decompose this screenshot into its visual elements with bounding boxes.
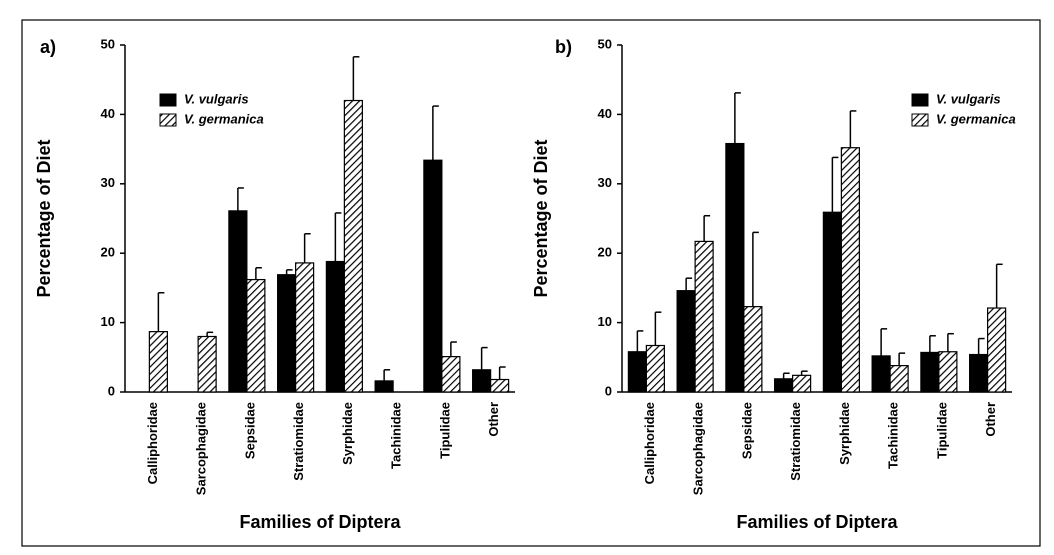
- legend-swatch: [159, 93, 177, 107]
- y-tick-label: 10: [101, 314, 115, 329]
- x-tick-label: Tachinidae: [886, 402, 901, 469]
- bar: [343, 99, 363, 393]
- y-tick-label: 40: [101, 106, 115, 121]
- bar: [472, 369, 492, 393]
- bar: [889, 365, 909, 393]
- bar: [374, 380, 394, 393]
- x-tick-label: Calliphoridae: [145, 402, 160, 484]
- bar: [792, 374, 812, 393]
- x-tick-label: Tachinidae: [389, 402, 404, 469]
- bar: [822, 211, 842, 393]
- x-tick-label: Other: [983, 402, 998, 437]
- y-tick-label: 10: [598, 314, 612, 329]
- bar: [969, 353, 989, 393]
- legend-label: V. germanica: [936, 111, 1016, 126]
- legend-swatch: [159, 113, 177, 127]
- x-tick-label: Tipulidae: [934, 402, 949, 459]
- bar: [148, 331, 168, 393]
- bar: [325, 260, 345, 393]
- bar: [277, 274, 297, 393]
- panel-label: a): [40, 37, 56, 57]
- bar: [871, 355, 891, 393]
- bar: [246, 278, 266, 393]
- x-tick-label: Other: [486, 402, 501, 437]
- x-tick-label: Syrphidae: [340, 402, 355, 465]
- bar: [490, 378, 510, 393]
- x-tick-label: Tipulidae: [437, 402, 452, 459]
- x-tick-label: Sepsidae: [242, 402, 257, 459]
- bar: [694, 240, 714, 393]
- legend-swatch: [911, 93, 929, 107]
- bar: [441, 356, 461, 393]
- x-tick-label: Sarcophagidae: [194, 402, 209, 495]
- x-tick-label: Syrphidae: [837, 402, 852, 465]
- x-tick-label: Stratiomidae: [788, 402, 803, 481]
- y-tick-label: 20: [101, 245, 115, 260]
- y-tick-label: 0: [108, 383, 115, 398]
- bar: [627, 351, 647, 393]
- y-tick-label: 30: [598, 175, 612, 190]
- y-tick-label: 30: [101, 175, 115, 190]
- legend-label: V. germanica: [184, 111, 264, 126]
- bar: [423, 159, 443, 393]
- bar: [987, 307, 1007, 393]
- legend-swatch: [911, 113, 929, 127]
- bar: [645, 344, 665, 393]
- x-axis-label: Families of Diptera: [736, 512, 898, 532]
- x-axis-label: Families of Diptera: [239, 512, 401, 532]
- bar: [725, 142, 745, 393]
- y-tick-label: 40: [598, 106, 612, 121]
- y-tick-label: 50: [598, 36, 612, 51]
- x-tick-label: Sepsidae: [739, 402, 754, 459]
- panel-label: b): [555, 37, 572, 57]
- bar: [920, 351, 940, 393]
- y-axis-label: Percentage of Diet: [531, 139, 551, 297]
- y-tick-label: 20: [598, 245, 612, 260]
- x-tick-label: Calliphoridae: [642, 402, 657, 484]
- frame: [21, 19, 1041, 547]
- y-axis-label: Percentage of Diet: [34, 139, 54, 297]
- bar: [938, 351, 958, 393]
- legend-label: V. vulgaris: [184, 91, 249, 106]
- y-tick-label: 0: [605, 383, 612, 398]
- bar: [197, 335, 217, 393]
- x-tick-label: Stratiomidae: [291, 402, 306, 481]
- bar: [676, 290, 696, 393]
- x-tick-label: Sarcophagidae: [691, 402, 706, 495]
- bar: [774, 378, 794, 393]
- y-tick-label: 50: [101, 36, 115, 51]
- legend-label: V. vulgaris: [936, 91, 1001, 106]
- bar: [295, 262, 315, 393]
- bar: [228, 210, 248, 393]
- bar: [840, 147, 860, 393]
- bar: [743, 306, 763, 393]
